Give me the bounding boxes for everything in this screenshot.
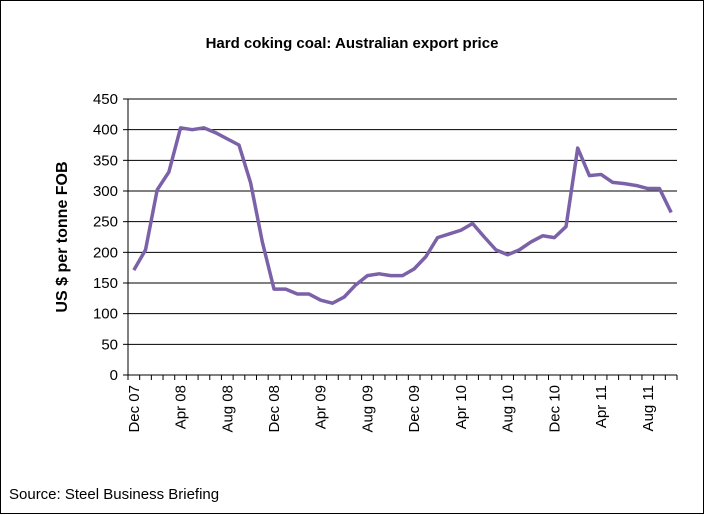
x-tick-label: Apr 11 [593,385,610,428]
source: Source: Steel Business Briefing [9,486,219,503]
x-tick-label: Dec 08 [266,385,283,433]
y-tick-label: 150 [93,275,118,292]
data-line [132,126,673,305]
y-tick-label: 350 [93,152,118,169]
chart-title: Hard coking coal: Australian export pric… [206,35,499,52]
y-axis-label: US $ per tonne FOB [54,161,71,312]
y-tick-label: 0 [110,367,118,384]
y-tick-label: 450 [93,91,118,108]
x-tick-label: Aug 10 [500,385,517,433]
x-tick-label: Dec 07 [126,385,143,433]
y-tick-label: 250 [93,214,118,231]
x-tick-label: Aug 08 [219,385,236,433]
y-tick-label: 200 [93,244,118,261]
x-tick-label: Dec 09 [406,385,423,433]
y-tick-label: 50 [101,336,118,353]
x-tick-label: Dec 10 [546,385,563,433]
x-tick-label: Aug 09 [359,385,376,433]
y-tick-label: 400 [93,122,118,139]
x-tick-label: Apr 09 [313,385,330,429]
y-tick-label: 100 [93,306,118,323]
x-tick-label: Apr 10 [453,385,470,429]
x-tick-label: Aug 11 [640,385,657,431]
x-tick-label: Apr 08 [173,385,190,429]
y-tick-label: 300 [93,183,118,200]
